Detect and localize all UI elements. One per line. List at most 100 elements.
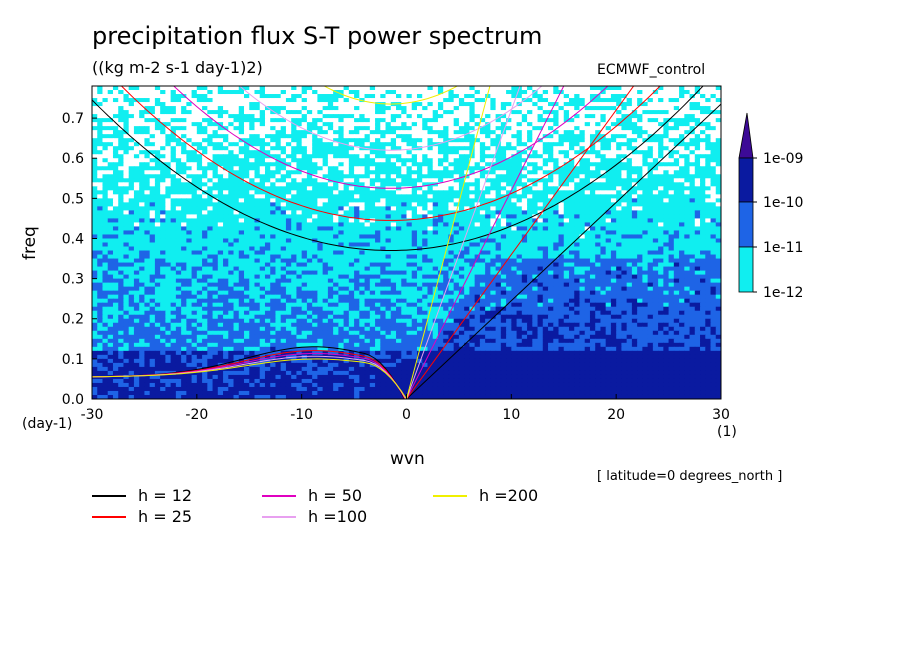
heat-cell bbox=[259, 98, 266, 103]
heat-cell bbox=[694, 238, 701, 244]
heat-cell bbox=[705, 162, 712, 167]
heat-cell bbox=[149, 86, 156, 91]
heat-cell bbox=[396, 226, 402, 232]
heat-cell bbox=[673, 166, 680, 171]
heat-cell bbox=[506, 118, 512, 123]
heat-cell bbox=[327, 158, 334, 163]
heat-cell bbox=[154, 110, 161, 115]
heat-cell bbox=[558, 130, 565, 135]
heat-cell bbox=[170, 198, 177, 203]
heat-cell bbox=[469, 174, 476, 179]
heat-cell bbox=[406, 98, 413, 103]
heat-cell bbox=[458, 246, 465, 252]
heat-cell bbox=[490, 110, 497, 115]
heat-cell bbox=[233, 206, 240, 211]
heat-cell bbox=[500, 198, 507, 203]
heat-cell bbox=[223, 122, 229, 127]
heat-cell bbox=[144, 90, 151, 95]
heat-cell bbox=[495, 162, 502, 167]
heat-cell bbox=[694, 134, 701, 139]
heat-cell bbox=[411, 218, 418, 224]
heat-cell bbox=[485, 198, 491, 203]
heat-cell bbox=[443, 110, 450, 115]
heat-cell bbox=[338, 106, 345, 111]
heat-cell bbox=[306, 150, 313, 155]
heat-cell bbox=[658, 154, 664, 159]
heat-cell bbox=[327, 142, 334, 147]
heat-cell bbox=[280, 190, 287, 195]
heat-cell bbox=[527, 238, 533, 244]
heat-cell bbox=[359, 234, 366, 240]
heat-cell bbox=[458, 126, 465, 131]
heat-cell bbox=[401, 138, 408, 143]
heat-cell bbox=[595, 194, 602, 199]
heat-cell bbox=[458, 194, 465, 199]
heat-cell bbox=[663, 146, 670, 151]
heat-cell bbox=[181, 186, 187, 191]
heat-cell bbox=[637, 94, 643, 99]
heat-cell bbox=[563, 174, 570, 179]
heat-cell bbox=[595, 106, 602, 111]
heat-cell bbox=[642, 222, 649, 228]
heat-cell bbox=[92, 194, 98, 199]
heat-cell bbox=[568, 226, 575, 232]
heat-cell bbox=[700, 210, 706, 216]
heat-cell bbox=[401, 106, 408, 111]
heat-cell bbox=[270, 130, 277, 135]
heat-cell bbox=[112, 166, 119, 171]
heat-cell bbox=[343, 246, 350, 252]
heat-cell bbox=[610, 178, 617, 183]
heat-cell bbox=[217, 214, 224, 220]
heat-cell bbox=[228, 234, 235, 240]
heat-cell bbox=[658, 94, 664, 99]
heat-cell bbox=[490, 218, 497, 224]
heat-cell bbox=[679, 194, 685, 199]
heat-cell bbox=[432, 190, 439, 195]
heat-cell bbox=[584, 134, 591, 139]
heat-cell bbox=[658, 230, 664, 236]
heat-cell bbox=[642, 170, 649, 175]
heat-cell bbox=[249, 154, 256, 159]
heat-cell bbox=[354, 218, 360, 224]
heat-cell bbox=[568, 194, 575, 199]
heat-cell bbox=[427, 94, 434, 99]
heat-cell bbox=[238, 230, 245, 236]
heat-cell bbox=[506, 222, 512, 228]
heat-cell bbox=[506, 166, 512, 171]
heat-cell bbox=[600, 174, 607, 179]
heat-cell bbox=[207, 106, 214, 111]
heat-cell bbox=[600, 138, 607, 143]
heat-cell bbox=[516, 98, 523, 103]
heat-cell bbox=[432, 98, 439, 103]
heat-cell bbox=[270, 170, 277, 175]
heat-cell bbox=[616, 174, 623, 179]
heat-cell bbox=[568, 170, 575, 175]
heat-cell bbox=[673, 234, 680, 240]
heat-cell bbox=[244, 94, 250, 99]
heat-cell bbox=[102, 230, 109, 236]
heat-cell bbox=[437, 126, 444, 131]
heat-cell bbox=[553, 214, 560, 220]
heat-cell bbox=[579, 86, 586, 91]
heat-cell bbox=[228, 190, 235, 195]
heat-cell bbox=[631, 230, 638, 236]
heat-cell bbox=[710, 130, 717, 135]
heat-cell bbox=[186, 178, 193, 183]
heat-cell bbox=[548, 154, 554, 159]
heat-cell bbox=[401, 154, 408, 159]
heat-cell bbox=[642, 190, 649, 195]
heat-cell bbox=[679, 154, 685, 159]
heat-cell bbox=[301, 158, 308, 163]
heat-cell bbox=[663, 94, 670, 99]
heat-cell bbox=[123, 242, 130, 248]
heat-cell bbox=[689, 158, 696, 163]
heat-cell bbox=[500, 230, 507, 236]
heat-cell bbox=[427, 226, 434, 232]
heat-cell bbox=[506, 210, 512, 216]
heat-cell bbox=[196, 230, 203, 236]
heat-cell bbox=[181, 134, 187, 139]
heat-cell bbox=[469, 106, 476, 111]
heat-cell bbox=[133, 170, 140, 175]
heat-cell bbox=[679, 170, 685, 175]
heat-cell bbox=[568, 158, 575, 163]
